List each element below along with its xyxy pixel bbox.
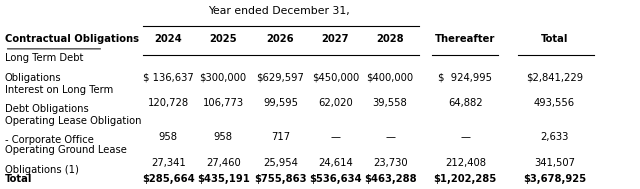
- Text: 2027: 2027: [321, 34, 349, 44]
- Text: $300,000: $300,000: [200, 73, 246, 83]
- Text: $1,202,285: $1,202,285: [434, 174, 497, 184]
- Text: 341,507: 341,507: [534, 158, 575, 168]
- Text: 99,595: 99,595: [263, 98, 298, 108]
- Text: Long Term Debt: Long Term Debt: [4, 53, 83, 63]
- Text: Debt Obligations: Debt Obligations: [4, 104, 88, 114]
- Text: 24,614: 24,614: [318, 158, 353, 168]
- Text: 2024: 2024: [154, 34, 182, 44]
- Text: 120,728: 120,728: [148, 98, 189, 108]
- Text: 23,730: 23,730: [372, 158, 408, 168]
- Text: 212,408: 212,408: [445, 158, 486, 168]
- Text: Thereafter: Thereafter: [435, 34, 495, 44]
- Text: —: —: [460, 132, 470, 142]
- Text: $3,678,925: $3,678,925: [523, 174, 586, 184]
- Text: $  924,995: $ 924,995: [438, 73, 492, 83]
- Text: 717: 717: [271, 132, 290, 142]
- Text: 64,882: 64,882: [448, 98, 483, 108]
- Text: $629,597: $629,597: [257, 73, 305, 83]
- Text: $285,664: $285,664: [142, 174, 195, 184]
- Text: Obligations (1): Obligations (1): [4, 165, 79, 175]
- Text: $536,634: $536,634: [309, 174, 362, 184]
- Text: 2025: 2025: [209, 34, 237, 44]
- Text: $755,863: $755,863: [254, 174, 307, 184]
- Text: Operating Lease Obligation: Operating Lease Obligation: [4, 115, 141, 125]
- Text: Total: Total: [4, 174, 32, 184]
- Text: - Corporate Office: - Corporate Office: [4, 135, 93, 145]
- Text: Year ended December 31,: Year ended December 31,: [209, 6, 350, 16]
- Text: $ 136,637: $ 136,637: [143, 73, 194, 83]
- Text: —: —: [330, 132, 340, 142]
- Text: Total: Total: [541, 34, 568, 44]
- Text: 62,020: 62,020: [318, 98, 353, 108]
- Text: $400,000: $400,000: [367, 73, 413, 83]
- Text: Operating Ground Lease: Operating Ground Lease: [4, 145, 127, 155]
- Text: $450,000: $450,000: [312, 73, 359, 83]
- Text: 958: 958: [214, 132, 233, 142]
- Text: $2,841,229: $2,841,229: [526, 73, 583, 83]
- Text: 25,954: 25,954: [263, 158, 298, 168]
- Text: 2026: 2026: [267, 34, 294, 44]
- Text: $463,288: $463,288: [364, 174, 417, 184]
- Text: Contractual Obligations: Contractual Obligations: [4, 34, 139, 44]
- Text: 2028: 2028: [376, 34, 404, 44]
- Text: Interest on Long Term: Interest on Long Term: [4, 85, 113, 95]
- Text: 958: 958: [159, 132, 178, 142]
- Text: 2,633: 2,633: [540, 132, 569, 142]
- Text: 39,558: 39,558: [372, 98, 408, 108]
- Text: 106,773: 106,773: [203, 98, 244, 108]
- Text: 27,341: 27,341: [151, 158, 186, 168]
- Text: —: —: [385, 132, 395, 142]
- Text: 27,460: 27,460: [206, 158, 241, 168]
- Text: $435,191: $435,191: [196, 174, 250, 184]
- Text: 493,556: 493,556: [534, 98, 575, 108]
- Text: Obligations: Obligations: [4, 73, 61, 83]
